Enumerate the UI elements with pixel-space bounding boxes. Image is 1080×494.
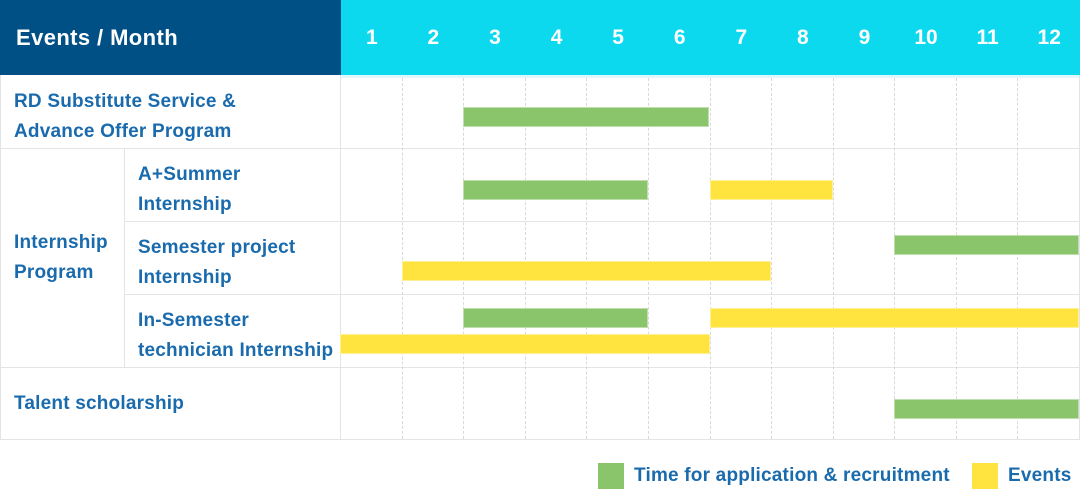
month-label: 4	[550, 25, 563, 49]
gantt-bar-application	[894, 399, 1079, 419]
row-label-line: A+Summer	[138, 164, 241, 185]
row-label-line: technician Internship	[138, 340, 334, 361]
grid-line	[525, 78, 526, 439]
month-label: 8	[797, 25, 809, 49]
row-label-line: In-Semester	[138, 310, 249, 331]
header-underline	[341, 75, 1080, 78]
gantt-bar-application	[463, 107, 710, 127]
month-label: 1	[365, 25, 378, 49]
row-label-line: RD Substitute Service &	[14, 91, 237, 112]
grid-line	[0, 148, 1080, 149]
grid-line	[0, 75, 1, 440]
grid-line	[124, 294, 1080, 295]
row-label-a-plus-summer: A+Summer Internship	[138, 160, 240, 220]
grid-line	[894, 78, 895, 439]
header-events-month-cell: Events / Month	[0, 0, 341, 75]
row-label-line: Internship	[138, 194, 232, 215]
header-title: Events / Month	[16, 24, 179, 50]
grid-line	[0, 367, 1080, 368]
row-label-line: Talent scholarship	[14, 393, 185, 414]
gantt-bar-application	[894, 235, 1079, 255]
row-label-talent-scholarship: Talent scholarship	[14, 389, 184, 419]
month-label: 6	[673, 25, 686, 49]
gantt-bar-events	[401, 261, 772, 281]
group-label-internship-program: Internship Program	[14, 228, 108, 288]
gantt-bar-events	[340, 334, 710, 354]
grid-line	[586, 78, 587, 439]
gantt-bar-application	[463, 308, 648, 328]
green-swatch-icon	[598, 463, 624, 489]
row-label-semester-project: Semester project Internship	[138, 233, 295, 293]
legend-item-application: Time for application & recruitment	[598, 463, 950, 489]
grid-line	[648, 78, 649, 439]
grid-line	[956, 78, 957, 439]
row-label-line: Semester project	[138, 237, 296, 258]
legend-item-events: Events	[972, 463, 1072, 489]
gantt-bar-events	[709, 308, 1079, 328]
row-label-rd-substitute: RD Substitute Service & Advance Offer Pr…	[14, 87, 236, 147]
grid-line	[124, 221, 1080, 222]
grid-line	[833, 78, 834, 439]
grid-line	[340, 75, 341, 440]
grid-line	[124, 148, 125, 367]
group-label-line: Program	[14, 262, 94, 283]
grid-line	[710, 78, 711, 439]
gantt-bar-events	[709, 180, 833, 200]
month-label: 11	[976, 25, 999, 49]
month-label: 10	[914, 25, 938, 49]
header-months-row: 1 2 3 4 5 6 7 8 9 10 11 12	[341, 0, 1080, 75]
month-label: 7	[735, 25, 748, 49]
grid-line	[402, 78, 403, 439]
month-label: 5	[612, 25, 624, 49]
month-label: 12	[1037, 25, 1061, 49]
legend-label-application: Time for application & recruitment	[634, 465, 950, 486]
legend-label-events: Events	[1008, 465, 1072, 486]
yellow-swatch-icon	[972, 463, 998, 489]
row-label-line: Advance Offer Program	[14, 121, 232, 142]
grid-line	[463, 78, 464, 439]
row-label-line: Internship	[138, 267, 232, 288]
grid-line	[1017, 78, 1018, 439]
gantt-bar-application	[463, 180, 648, 200]
grid-line	[0, 439, 1080, 440]
group-label-line: Internship	[14, 232, 108, 253]
month-label: 3	[489, 25, 501, 49]
grid-line	[771, 78, 772, 439]
row-label-in-semester-technician: In-Semester technician Internship	[138, 306, 333, 366]
month-label: 9	[858, 25, 871, 49]
month-label: 2	[427, 25, 440, 49]
